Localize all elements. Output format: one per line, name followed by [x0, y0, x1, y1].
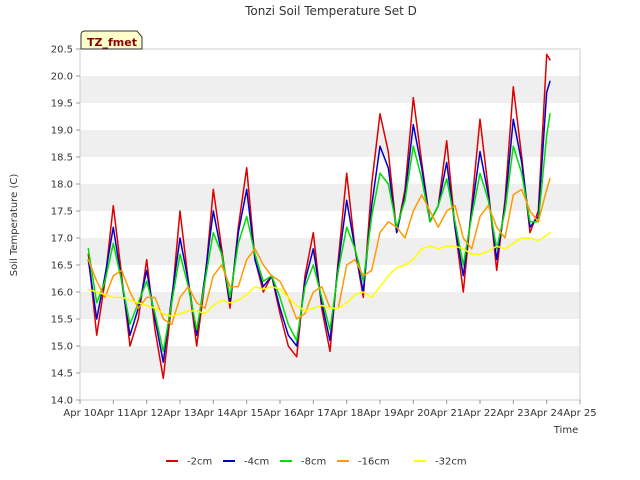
x-tick-label: Apr 22	[463, 408, 496, 419]
x-tick-label: Apr 17	[297, 408, 330, 419]
legend: -2cm -4cm -8cm -16cm -32cm	[166, 457, 467, 468]
x-tick-label: Apr 13	[163, 408, 196, 419]
legend-label: -4cm	[244, 457, 269, 468]
legend-label: -2cm	[187, 457, 212, 468]
x-tick-label: Apr 19	[363, 408, 396, 419]
x-tick-label: Apr 16	[263, 408, 296, 419]
y-tick-label: 19.0	[51, 126, 73, 137]
grid-band	[80, 76, 580, 103]
grid-band	[80, 184, 580, 211]
x-tick-label: Apr 14	[197, 408, 230, 419]
badge-box	[80, 30, 143, 50]
series-line-8cm	[87, 113, 551, 353]
grid-band	[80, 157, 580, 184]
grid-band	[80, 373, 580, 400]
legend-label: -8cm	[301, 457, 326, 468]
grid-bands	[80, 49, 580, 400]
x-axis-title: Time	[553, 425, 578, 436]
station-badge: TZ_fmet	[80, 30, 143, 50]
y-tick-label: 14.5	[51, 369, 73, 380]
x-tick-label: Apr 10	[63, 408, 96, 419]
series-line-16cm	[87, 177, 551, 326]
x-tick-label: Apr 24	[530, 408, 563, 419]
y-tick-label: 18.0	[51, 180, 73, 191]
grid-band	[80, 265, 580, 292]
series-line-4cm	[87, 80, 551, 363]
chart-title: Tonzi Soil Temperature Set D	[244, 4, 417, 18]
y-tick-label: 18.5	[51, 153, 73, 164]
x-tick-label: Apr 12	[130, 408, 163, 419]
x-tick-label: Apr 21	[430, 408, 463, 419]
series-line-32cm	[87, 231, 551, 318]
legend-label: -16cm	[358, 457, 390, 468]
grid-band	[80, 238, 580, 265]
y-tick-label: 14.0	[51, 396, 73, 407]
y-tick-label: 15.0	[51, 342, 73, 353]
y-tick-label: 15.5	[51, 315, 73, 326]
x-tick-label: Apr 11	[97, 408, 130, 419]
badge-label: TZ_fmet	[87, 36, 137, 49]
grid-band	[80, 130, 580, 157]
x-tick-label: Apr 25	[563, 408, 596, 419]
grid-band	[80, 211, 580, 238]
grid-band	[80, 49, 580, 76]
y-tick-label: 16.5	[51, 261, 73, 272]
y-tick-label: 19.5	[51, 99, 73, 110]
grid-band	[80, 292, 580, 319]
x-tick-label: Apr 20	[397, 408, 430, 419]
y-tick-label: 20.5	[51, 45, 73, 56]
x-tick-label: Apr 15	[230, 408, 263, 419]
y-tick-label: 17.0	[51, 234, 73, 245]
grid-band	[80, 103, 580, 130]
x-tick-label: Apr 23	[497, 408, 530, 419]
series-line-2cm	[87, 53, 551, 380]
y-tick-label: 20.0	[51, 72, 73, 83]
y-tick-label: 17.5	[51, 207, 73, 218]
axis-ticks: 14.0 14.5 15.0 15.5 16.0 16.5 17.0 17.5 18.0 18.5…	[51, 45, 597, 420]
y-axis-title: Soil Temperature (C)	[9, 174, 20, 277]
grid-band	[80, 319, 580, 346]
y-tick-label: 16.0	[51, 288, 73, 299]
x-tick-label: Apr 18	[330, 408, 363, 419]
series-lines	[87, 53, 551, 380]
legend-label: -32cm	[435, 457, 467, 468]
plot-area-frame	[79, 48, 581, 401]
